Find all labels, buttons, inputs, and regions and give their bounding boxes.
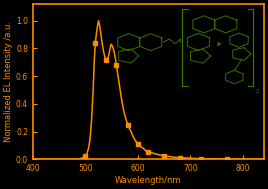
- Y-axis label: Normalized EL Intensity /a.u.: Normalized EL Intensity /a.u.: [4, 21, 13, 142]
- X-axis label: Wavelength/nm: Wavelength/nm: [115, 176, 182, 185]
- Text: 2: 2: [256, 89, 259, 94]
- Text: Ir: Ir: [217, 42, 223, 47]
